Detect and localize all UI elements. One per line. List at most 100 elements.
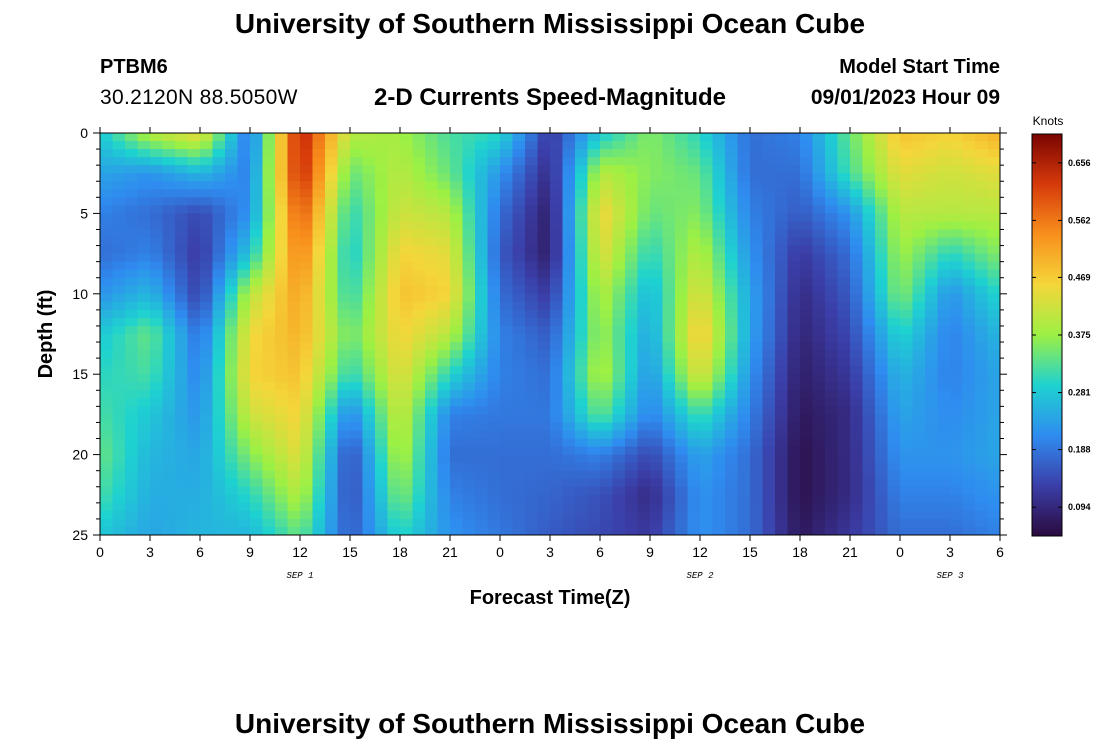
heatmap-cell bbox=[100, 189, 114, 198]
heatmap-cell bbox=[175, 502, 189, 512]
heatmap-cell bbox=[175, 350, 189, 359]
heatmap-cell bbox=[112, 342, 126, 351]
heatmap-cell bbox=[787, 502, 801, 512]
heatmap-cell bbox=[762, 269, 776, 279]
heatmap-cell bbox=[125, 213, 139, 223]
heatmap-cell bbox=[525, 358, 539, 367]
heatmap-cell bbox=[262, 430, 276, 440]
heatmap-cell bbox=[450, 470, 464, 480]
heatmap-cell bbox=[700, 317, 714, 327]
heatmap-cell bbox=[312, 382, 326, 391]
heatmap-cell bbox=[362, 221, 376, 231]
heatmap-cell bbox=[575, 486, 589, 496]
heatmap-cell bbox=[262, 317, 276, 327]
heatmap-cell bbox=[912, 510, 926, 520]
heatmap-cell bbox=[412, 229, 426, 239]
heatmap-cell bbox=[637, 245, 651, 255]
heatmap-cell bbox=[437, 229, 451, 239]
heatmap-cell bbox=[912, 446, 926, 456]
heatmap-cell bbox=[737, 462, 751, 472]
heatmap-cell bbox=[337, 301, 351, 311]
heatmap-cell bbox=[537, 350, 551, 359]
heatmap-cell bbox=[350, 462, 364, 472]
heatmap-cell bbox=[687, 526, 701, 535]
heatmap-cell bbox=[762, 277, 776, 287]
heatmap-cell bbox=[212, 486, 226, 496]
heatmap-cell bbox=[500, 390, 514, 399]
heatmap-cell bbox=[875, 213, 889, 223]
heatmap-cell bbox=[425, 350, 439, 359]
heatmap-cell bbox=[650, 358, 664, 367]
heatmap-cell bbox=[937, 205, 951, 214]
heatmap-cell bbox=[937, 502, 951, 512]
heatmap-cell bbox=[862, 390, 876, 399]
heatmap-cell bbox=[800, 205, 814, 214]
heatmap-cell bbox=[375, 189, 389, 198]
heatmap-cell bbox=[750, 350, 764, 359]
heatmap-cell bbox=[650, 317, 664, 327]
heatmap-cell bbox=[687, 317, 701, 327]
heatmap-cell bbox=[412, 526, 426, 535]
heatmap-cell bbox=[862, 253, 876, 263]
heatmap-cell bbox=[775, 213, 789, 223]
heatmap-cell bbox=[625, 350, 639, 359]
heatmap-cell bbox=[550, 358, 564, 367]
heatmap-cell bbox=[550, 181, 564, 190]
heatmap-cell bbox=[675, 133, 689, 142]
heatmap-cell bbox=[262, 285, 276, 295]
heatmap-cell bbox=[462, 269, 476, 279]
heatmap-cell bbox=[125, 438, 139, 448]
colorbar-tick-label: 0.094 bbox=[1068, 502, 1091, 512]
heatmap-cell bbox=[150, 293, 164, 303]
heatmap-cell bbox=[612, 149, 626, 158]
heatmap-cell bbox=[812, 374, 826, 383]
heatmap-cell bbox=[412, 510, 426, 520]
heatmap-cell bbox=[312, 229, 326, 239]
heatmap-cell bbox=[800, 149, 814, 158]
heatmap-cell bbox=[612, 382, 626, 391]
heatmap-cell bbox=[687, 430, 701, 440]
heatmap-cell bbox=[887, 390, 901, 399]
heatmap-cell bbox=[262, 494, 276, 504]
heatmap-cell bbox=[775, 422, 789, 432]
heatmap-cell bbox=[437, 285, 451, 295]
heatmap-cell bbox=[950, 470, 964, 480]
heatmap-cell bbox=[287, 374, 301, 383]
heatmap-cell bbox=[575, 342, 589, 351]
heatmap-cell bbox=[912, 293, 926, 303]
heatmap-cell bbox=[962, 422, 976, 432]
heatmap-cell bbox=[187, 181, 201, 190]
heatmap-cell bbox=[850, 454, 864, 464]
heatmap-cell bbox=[937, 261, 951, 271]
heatmap-cell bbox=[125, 253, 139, 263]
heatmap-cell bbox=[225, 374, 239, 383]
heatmap-cell bbox=[212, 494, 226, 504]
heatmap-cell bbox=[525, 165, 539, 174]
heatmap-cell bbox=[400, 398, 414, 407]
heatmap-cell bbox=[612, 269, 626, 279]
heatmap-cell bbox=[800, 526, 814, 535]
heatmap-cell bbox=[950, 446, 964, 456]
chart-subtitle: 2-D Currents Speed-Magnitude bbox=[373, 84, 727, 111]
heatmap-cell bbox=[387, 141, 401, 150]
heatmap-cell bbox=[525, 502, 539, 512]
heatmap-cell bbox=[375, 133, 389, 142]
heatmap-cell bbox=[150, 149, 164, 158]
heatmap-cell bbox=[337, 422, 351, 432]
heatmap-cell bbox=[425, 213, 439, 223]
heatmap-cell bbox=[100, 277, 114, 287]
heatmap-cell bbox=[875, 325, 889, 335]
heatmap-cell bbox=[250, 173, 264, 182]
heatmap-cell bbox=[800, 462, 814, 472]
heatmap-cell bbox=[475, 141, 489, 150]
heatmap-cell bbox=[950, 374, 964, 383]
heatmap-cell bbox=[687, 261, 701, 271]
heatmap-cell bbox=[262, 261, 276, 271]
heatmap-cell bbox=[912, 205, 926, 214]
heatmap-cell bbox=[187, 269, 201, 279]
heatmap-cell bbox=[587, 317, 601, 327]
heatmap-cell bbox=[662, 237, 676, 247]
heatmap-cell bbox=[875, 382, 889, 391]
heatmap-cell bbox=[950, 414, 964, 424]
heatmap-cell bbox=[625, 229, 639, 239]
